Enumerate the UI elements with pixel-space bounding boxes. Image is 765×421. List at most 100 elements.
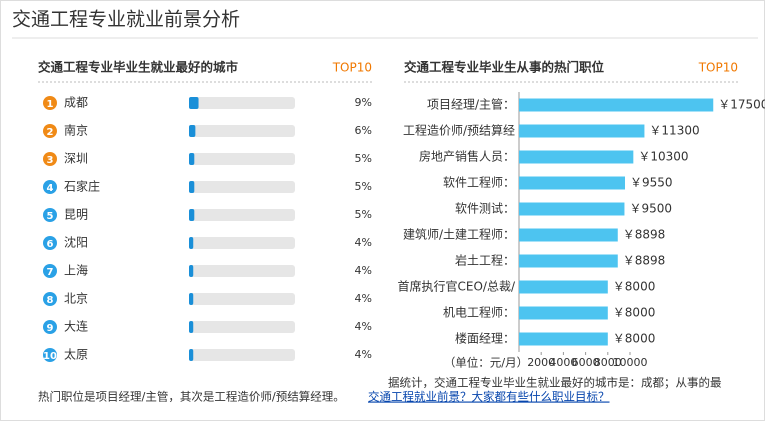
value-label: 9% <box>355 96 372 109</box>
category-label: 建筑师/土建工程师： <box>403 227 515 242</box>
value-label: ￥8898 <box>623 254 666 268</box>
value-label: 4% <box>355 292 372 305</box>
rank-badge <box>43 348 57 362</box>
city-label: 大连 <box>64 319 88 334</box>
category-label: 岩土工程： <box>455 253 515 268</box>
city-label: 太原 <box>64 347 88 362</box>
progress-bar <box>189 97 199 109</box>
value-label: 4% <box>355 320 372 333</box>
rank-number: 9 <box>47 323 54 334</box>
bar <box>519 98 714 112</box>
rank-badge <box>43 152 57 166</box>
rank-number: 4 <box>47 183 54 194</box>
category-label: 项目经理/主管： <box>427 97 515 112</box>
progress-track <box>189 349 295 361</box>
footer-link[interactable]: 交通工程就业前景？大家都有些什么职业目标？ <box>368 390 610 404</box>
progress-bar <box>189 265 194 277</box>
rank-badge <box>43 180 57 194</box>
value-label: 4% <box>355 236 372 249</box>
value-label: 5% <box>355 152 372 165</box>
category-label: 工程造价师/预结算经 <box>403 123 515 138</box>
x-tick-label: 10000 <box>613 356 648 369</box>
progress-bar <box>189 181 195 193</box>
progress-track <box>189 181 295 193</box>
category-label: 机电工程师： <box>443 305 515 320</box>
progress-bar <box>189 237 194 249</box>
city-label: 深圳 <box>64 152 88 166</box>
axis-label: （单位：元/月） <box>444 356 528 370</box>
category-label: 软件测试： <box>455 201 515 216</box>
rank-badge <box>43 292 57 306</box>
progress-track <box>189 237 295 249</box>
bar <box>519 280 608 294</box>
bar <box>519 176 626 190</box>
panel-badge: TOP10 <box>698 61 738 75</box>
value-label: 5% <box>355 180 372 193</box>
bar <box>519 202 625 216</box>
value-label: ￥8000 <box>613 332 656 346</box>
category-label: 软件工程师： <box>443 175 515 190</box>
rank-number: 8 <box>47 295 54 306</box>
value-label: ￥8000 <box>613 306 656 320</box>
city-label: 北京 <box>64 292 88 306</box>
rank-number: 7 <box>47 267 54 278</box>
rank-number: 2 <box>47 127 54 138</box>
bar <box>519 306 608 320</box>
panel-badge: TOP10 <box>332 61 372 75</box>
city-label: 南京 <box>64 123 88 138</box>
city-label: 成都 <box>64 96 88 110</box>
rank-badge <box>43 208 57 222</box>
rank-badge <box>43 320 57 334</box>
progress-bar <box>189 321 194 333</box>
value-label: ￥8898 <box>623 228 666 242</box>
progress-track <box>189 153 295 165</box>
progress-track <box>189 97 295 109</box>
value-label: 4% <box>355 264 372 277</box>
city-label: 昆明 <box>64 208 88 222</box>
value-label: ￥8000 <box>613 280 656 294</box>
progress-bar <box>189 293 194 305</box>
progress-track <box>189 125 295 137</box>
footer-text: 据统计，交通工程专业毕业生就业最好的城市是：成都；从事的最 <box>388 376 722 390</box>
bar <box>519 228 618 242</box>
x-tick-label: 6000 <box>572 356 600 369</box>
value-label: 4% <box>355 348 372 361</box>
bar <box>519 254 618 268</box>
x-tick-label: 4000 <box>549 356 577 369</box>
bar <box>519 124 645 138</box>
x-tick-label: 8000 <box>594 356 622 369</box>
rank-badge <box>43 236 57 250</box>
footer-text: 热门职位是项目经理/主管，其次是工程造价师/预结算经理。 <box>38 390 345 404</box>
page-title: 交通工程专业就业前景分析 <box>12 9 240 31</box>
panel-title: 交通工程专业毕业生就业最好的城市 <box>38 60 239 75</box>
progress-bar <box>189 209 195 221</box>
category-label: 楼面经理： <box>455 331 515 346</box>
value-label: ￥9500 <box>629 202 672 216</box>
city-label: 沈阳 <box>64 235 88 250</box>
rank-number: 3 <box>47 155 54 166</box>
progress-track <box>189 321 295 333</box>
progress-track <box>189 209 295 221</box>
progress-track <box>189 265 295 277</box>
value-label: ￥10300 <box>638 150 688 164</box>
city-label: 石家庄 <box>64 179 100 194</box>
value-label: 5% <box>355 208 372 221</box>
x-tick-label: 2000 <box>527 356 555 369</box>
progress-bar <box>189 153 195 165</box>
progress-track <box>189 293 295 305</box>
progress-bar <box>189 349 194 361</box>
panel-title: 交通工程专业毕业生从事的热门职位 <box>404 60 605 75</box>
progress-bar <box>189 125 196 137</box>
rank-number: 10 <box>43 351 57 362</box>
category-label: 首席执行官CEO/总裁/ <box>398 279 516 294</box>
value-label: ￥11300 <box>649 124 699 138</box>
category-label: 房地产销售人员： <box>419 149 515 164</box>
city-label: 上海 <box>64 263 88 278</box>
bar <box>519 332 608 346</box>
rank-number: 6 <box>47 239 54 250</box>
bar <box>519 150 634 164</box>
rank-number: 1 <box>47 99 54 110</box>
rank-badge <box>43 124 57 138</box>
